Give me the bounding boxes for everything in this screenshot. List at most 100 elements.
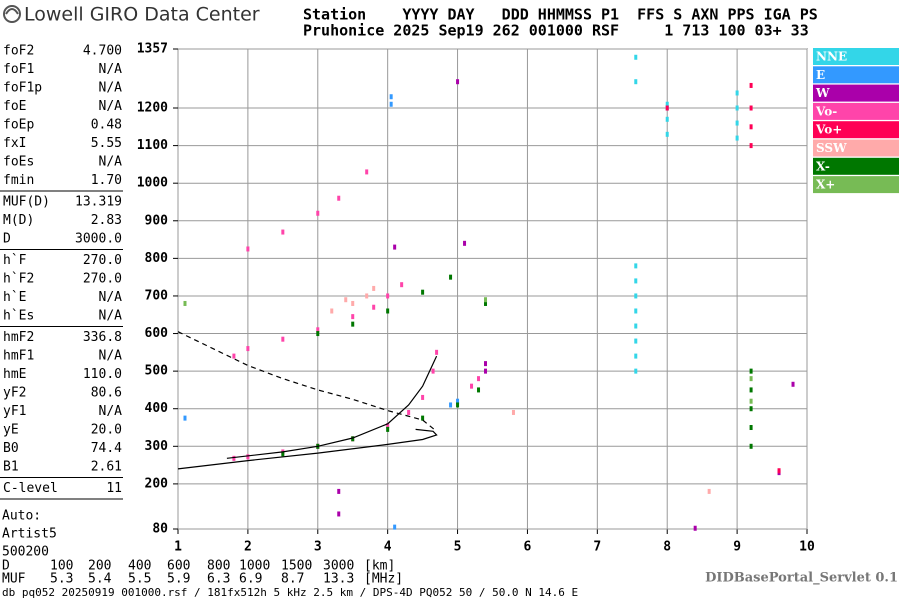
logo-icon xyxy=(3,5,21,23)
y-tick-label: 800 xyxy=(145,251,169,266)
muf-cell: 13.3 xyxy=(323,572,354,587)
muf-cell: 200 xyxy=(88,559,111,574)
y-tick-label: 600 xyxy=(145,326,169,341)
echo-point xyxy=(183,415,187,421)
legend-label: X+ xyxy=(816,178,835,192)
echo-point xyxy=(281,229,285,235)
echo-point xyxy=(246,346,250,352)
echo-point xyxy=(735,135,739,141)
echo-point xyxy=(484,368,488,374)
param-value: 4.700 xyxy=(83,44,122,59)
x-tick-label: 7 xyxy=(593,540,601,555)
legend-swatch xyxy=(813,157,899,175)
echo-point xyxy=(337,488,341,494)
x-tick-label: 9 xyxy=(733,540,741,555)
echo-point xyxy=(316,327,320,333)
footer-file: db pq052 20250919 001000.rsf / 181fx512h… xyxy=(2,586,578,599)
echo-point xyxy=(634,79,638,85)
echo-point xyxy=(749,124,753,130)
echo-point xyxy=(456,398,460,404)
legend-swatch xyxy=(813,48,899,65)
legend-swatch xyxy=(813,121,899,139)
param-name: yE xyxy=(3,423,19,438)
param-name: D xyxy=(3,232,11,247)
echo-point xyxy=(421,394,425,400)
muf-cell: 100 xyxy=(50,559,73,574)
param-name: foF1 xyxy=(3,62,34,77)
echo-point xyxy=(337,511,341,517)
param-name: foF1p xyxy=(3,81,42,96)
param-value: 20.0 xyxy=(91,423,122,438)
profile-line xyxy=(177,331,437,432)
echo-point xyxy=(372,304,376,310)
echo-point xyxy=(456,402,460,408)
param-name: h`F xyxy=(3,253,27,268)
muf-cell: [MHz] xyxy=(364,572,403,587)
param-name: fmin xyxy=(3,173,34,188)
echo-point xyxy=(456,79,460,85)
muf-cell: 5.4 xyxy=(88,572,112,587)
muf-cell: 6.3 xyxy=(207,572,230,587)
echo-point xyxy=(477,387,481,393)
legend-swatch xyxy=(813,176,899,194)
y-tick-label: 500 xyxy=(145,364,169,379)
echo-point xyxy=(400,282,404,288)
param-value: N/A xyxy=(99,155,123,170)
echo-point xyxy=(749,443,753,449)
param-name: foEp xyxy=(3,118,34,133)
echo-point xyxy=(365,293,369,299)
y-tick-label: 900 xyxy=(145,213,169,228)
profile-line xyxy=(226,355,438,459)
legend-swatch xyxy=(813,66,899,84)
auto-text: Auto: xyxy=(2,509,41,524)
echo-point xyxy=(665,101,669,107)
echo-point xyxy=(316,210,320,216)
y-tick-label: 1357 xyxy=(137,42,168,57)
param-value: N/A xyxy=(99,81,123,96)
y-tick-label: 700 xyxy=(145,288,169,303)
echo-point xyxy=(246,454,250,460)
muf-cell: 1500 xyxy=(281,559,312,574)
param-value: N/A xyxy=(99,62,123,77)
legend-label: NNE xyxy=(816,50,847,64)
muf-cell: [km] xyxy=(364,559,395,574)
logo-icon-arc xyxy=(5,8,19,15)
param-name: h`Es xyxy=(3,309,34,324)
param-value: 13.319 xyxy=(75,195,122,210)
legend-swatch xyxy=(813,139,899,157)
echo-point xyxy=(791,381,795,387)
echo-point xyxy=(281,451,285,457)
muf-cell: 8.7 xyxy=(281,572,304,587)
echo-point xyxy=(749,105,753,111)
echo-point xyxy=(749,368,753,374)
muf-cell: 5.5 xyxy=(128,572,151,587)
echo-point xyxy=(634,278,638,284)
echo-point xyxy=(344,297,348,303)
param-value: 1.70 xyxy=(91,173,122,188)
echo-point xyxy=(749,406,753,412)
legend-label: Vo+ xyxy=(815,123,842,137)
y-tick-label: 1100 xyxy=(137,138,168,153)
param-name: fxI xyxy=(3,136,26,151)
param-value: N/A xyxy=(99,349,123,364)
logo: Lowell GIRO Data Center xyxy=(3,4,260,26)
header-line: Pruhonice 2025 Sep19 262 001000 RSF 1 71… xyxy=(303,22,809,40)
x-tick-label: 3 xyxy=(314,540,322,555)
muf-cell: 5.9 xyxy=(167,572,190,587)
param-name: yF1 xyxy=(3,404,26,419)
echo-point xyxy=(386,423,390,429)
param-name: hmF1 xyxy=(3,349,34,364)
echo-point xyxy=(232,455,236,461)
echo-point xyxy=(393,524,397,530)
legend-label: X- xyxy=(816,159,830,173)
legend-label: W xyxy=(815,86,830,100)
echo-point xyxy=(431,368,435,374)
echo-point xyxy=(389,101,393,107)
echo-point xyxy=(749,387,753,393)
echo-point xyxy=(634,308,638,314)
param-name: yF2 xyxy=(3,386,26,401)
echo-point xyxy=(281,336,285,342)
muf-cell: D xyxy=(2,559,10,574)
echo-point xyxy=(634,54,638,60)
echo-point xyxy=(665,105,669,111)
